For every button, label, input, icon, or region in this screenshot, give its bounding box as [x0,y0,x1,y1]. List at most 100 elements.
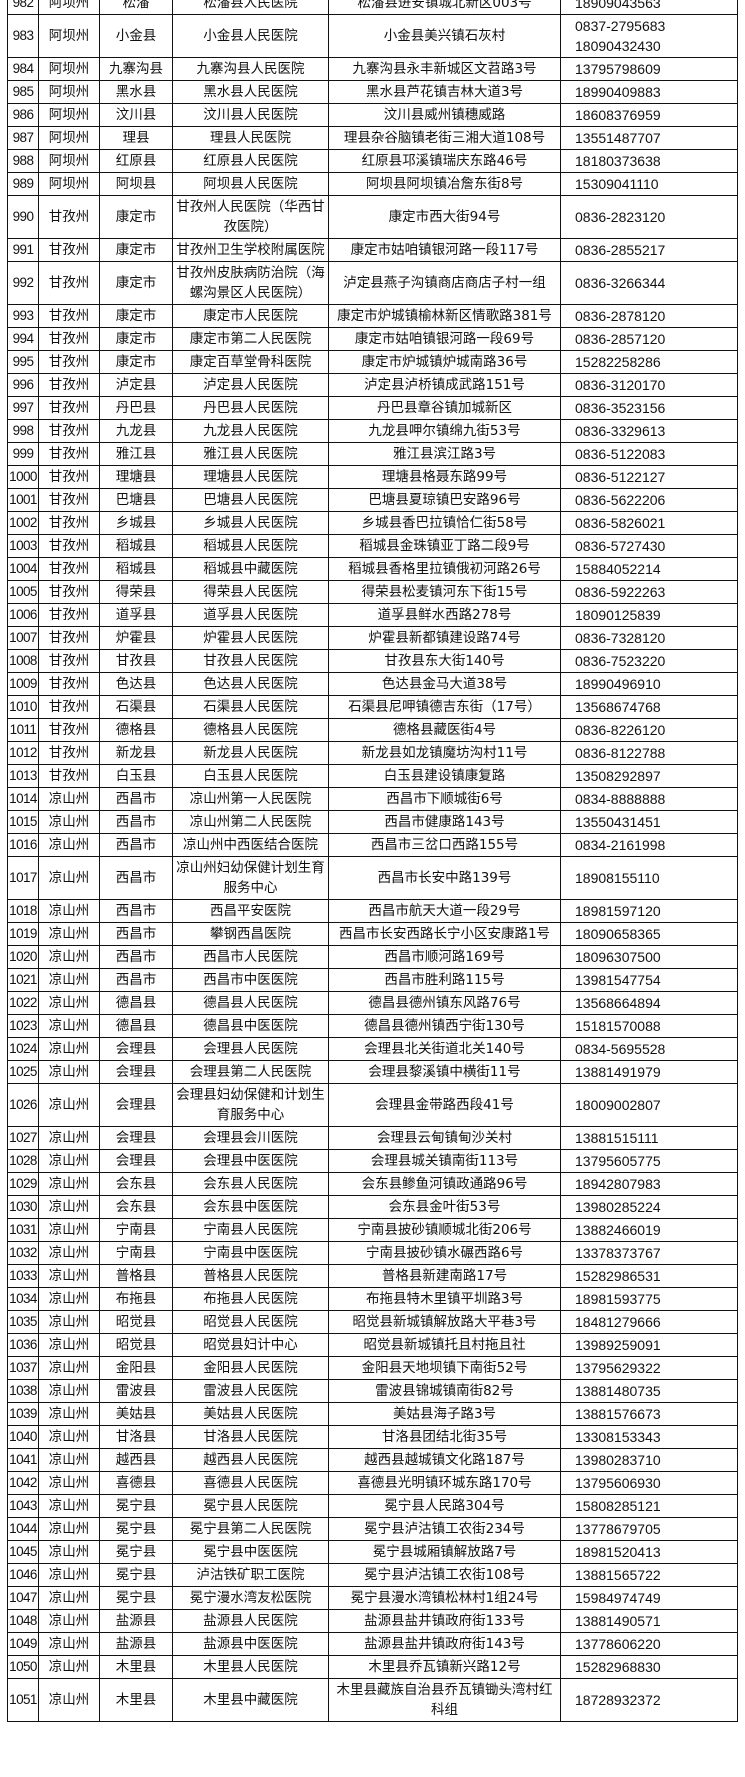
county-cell: 冕宁县 [99,1540,173,1564]
county-cell: 丹巴县 [99,396,173,420]
address-cell: 小金县美兴镇石灰村 [328,14,561,58]
hospital-name-cell: 雅江县人民医院 [172,442,329,466]
hospital-name-cell: 甘孜州人民医院（华西甘孜医院） [172,195,329,239]
hospital-name-cell: 丹巴县人民医院 [172,396,329,420]
table-row: 1041 凉山州 越西县 越西县人民医院 越西县越城镇文化路187号 1398028371… [7,1448,738,1472]
row-number: 1021 [7,968,39,992]
hospital-name-cell: 甘孜州皮肤病防治院（海螺沟景区人民医院） [172,261,329,305]
address-cell: 会理县云甸镇甸沙关村 [328,1126,561,1150]
prefecture-cell: 阿坝州 [38,80,100,104]
table-row: 1009 甘孜州 色达县 色达县人民医院 色达县金马大道38号 18990496910 [7,672,738,696]
county-cell: 冕宁县 [99,1586,173,1610]
table-row: 989 阿坝州 阿坝县 阿坝县人民医院 阿坝县阿坝镇冶詹东街8号 15309041110 [7,172,738,196]
address-cell: 松潘县进安镇城北新区003号 [328,0,561,15]
hospital-name-cell: 新龙县人民医院 [172,741,329,765]
hospital-name-cell: 凉山州第一人民医院 [172,787,329,811]
row-number: 1041 [7,1448,39,1472]
prefecture-cell: 凉山州 [38,1287,100,1311]
table-row: 1000 甘孜州 理塘县 理塘县人民医院 理塘县格聂东路99号 0836-5122127 [7,465,738,489]
prefecture-cell: 凉山州 [38,810,100,834]
row-number: 1030 [7,1195,39,1219]
row-number: 990 [7,195,39,239]
prefecture-cell: 阿坝州 [38,0,100,15]
county-cell: 西昌市 [99,810,173,834]
phone-cell: 0836-3120170 [560,373,738,397]
hospital-name-cell: 红原县人民医院 [172,149,329,173]
hospital-name-cell: 稻城县人民医院 [172,534,329,558]
table-row: 991 甘孜州 康定市 甘孜州卫生学校附属医院 康定市姑咱镇银河路一段117号 0836-… [7,238,738,262]
hospital-name-cell: 冕宁县人民医院 [172,1494,329,1518]
row-number: 1023 [7,1014,39,1038]
row-number: 1008 [7,649,39,673]
hospital-name-cell: 会理县人民医院 [172,1037,329,1061]
county-cell: 喜德县 [99,1471,173,1495]
hospital-name-cell: 甘孜县人民医院 [172,649,329,673]
prefecture-cell: 甘孜州 [38,580,100,604]
phone-cell: 13882466019 [560,1218,738,1242]
address-cell: 乡城县香巴拉镇恰仁街58号 [328,511,561,535]
county-cell: 康定市 [99,195,173,239]
county-cell: 会理县 [99,1083,173,1127]
hospital-name-cell: 会理县妇幼保健和计划生育服务中心 [172,1083,329,1127]
prefecture-cell: 凉山州 [38,1471,100,1495]
row-number: 1033 [7,1264,39,1288]
table-row: 1007 甘孜州 炉霍县 炉霍县人民医院 炉霍县新都镇建设路74号 0836-732812… [7,626,738,650]
address-cell: 会理县黎溪镇中横街11号 [328,1060,561,1084]
county-cell: 雅江县 [99,442,173,466]
phone-cell: 15282968830 [560,1655,738,1679]
address-cell: 西昌市三岔口西路155号 [328,833,561,857]
hospital-name-cell: 康定百草堂骨科医院 [172,350,329,374]
county-cell: 越西县 [99,1448,173,1472]
prefecture-cell: 甘孜州 [38,373,100,397]
hospital-name-cell: 宁南县人民医院 [172,1218,329,1242]
row-number: 1039 [7,1402,39,1426]
hospital-name-cell: 西昌市中医医院 [172,968,329,992]
address-cell: 德昌县德州镇西宁街130号 [328,1014,561,1038]
hospital-name-cell: 凉山州第二人民医院 [172,810,329,834]
address-cell: 西昌市健康路143号 [328,810,561,834]
county-cell: 色达县 [99,672,173,696]
address-cell: 理县杂谷脑镇老街三湘大道108号 [328,126,561,150]
phone-cell: 13550431451 [560,810,738,834]
hospital-table: 982 阿坝州 松潘 松潘县人民医院 松潘县进安镇城北新区003号 18909043563… [7,0,738,1722]
table-row: 1023 凉山州 德昌县 德昌县中医医院 德昌县德州镇西宁街130号 1518157008… [7,1014,738,1038]
hospital-name-cell: 昭觉县人民医院 [172,1310,329,1334]
phone-cell: 13568674768 [560,695,738,719]
phone-cell: 18090125839 [560,603,738,627]
prefecture-cell: 凉山州 [38,1241,100,1265]
address-cell: 泸定县燕子沟镇商店商店子村一组 [328,261,561,305]
hospital-name-cell: 小金县人民医院 [172,14,329,58]
address-cell: 昭觉县新城镇解放路大平巷3号 [328,1310,561,1334]
hospital-name-cell: 会理县会川医院 [172,1126,329,1150]
phone-cell: 0836-3523156 [560,396,738,420]
phone-cell: 13881515111 [560,1126,738,1150]
row-number: 999 [7,442,39,466]
address-cell: 石渠县尼呷镇德吉东街（17号） [328,695,561,719]
row-number: 991 [7,238,39,262]
row-number: 989 [7,172,39,196]
county-cell: 冕宁县 [99,1517,173,1541]
row-number: 1049 [7,1632,39,1656]
prefecture-cell: 甘孜州 [38,718,100,742]
hospital-name-cell: 金阳县人民医院 [172,1356,329,1380]
hospital-name-cell: 美姑县人民医院 [172,1402,329,1426]
table-row: 1026 凉山州 会理县 会理县妇幼保健和计划生育服务中心 会理县金带路西段41号 180… [7,1083,738,1127]
table-row: 1031 凉山州 宁南县 宁南县人民医院 宁南县披砂镇顺城北街206号 138824660… [7,1218,738,1242]
prefecture-cell: 凉山州 [38,1060,100,1084]
prefecture-cell: 凉山州 [38,1632,100,1656]
county-cell: 黑水县 [99,80,173,104]
prefecture-cell: 凉山州 [38,1264,100,1288]
county-cell: 稻城县 [99,534,173,558]
table-row: 1018 凉山州 西昌市 西昌平安医院 西昌市航天大道一段29号 18981597120 [7,899,738,923]
hospital-name-cell: 攀钢西昌医院 [172,922,329,946]
address-cell: 丹巴县章谷镇加城新区 [328,396,561,420]
phone-cell: 15309041110 [560,172,738,196]
prefecture-cell: 凉山州 [38,833,100,857]
address-cell: 盐源县盐井镇政府街143号 [328,1632,561,1656]
hospital-name-cell: 汶川县人民医院 [172,103,329,127]
prefecture-cell: 凉山州 [38,1517,100,1541]
phone-cell: 15984974749 [560,1586,738,1610]
table-row: 998 甘孜州 九龙县 九龙县人民医院 九龙县呷尔镇绵九街53号 0836-3329613 [7,419,738,443]
hospital-name-cell: 泸定县人民医院 [172,373,329,397]
prefecture-cell: 甘孜州 [38,511,100,535]
